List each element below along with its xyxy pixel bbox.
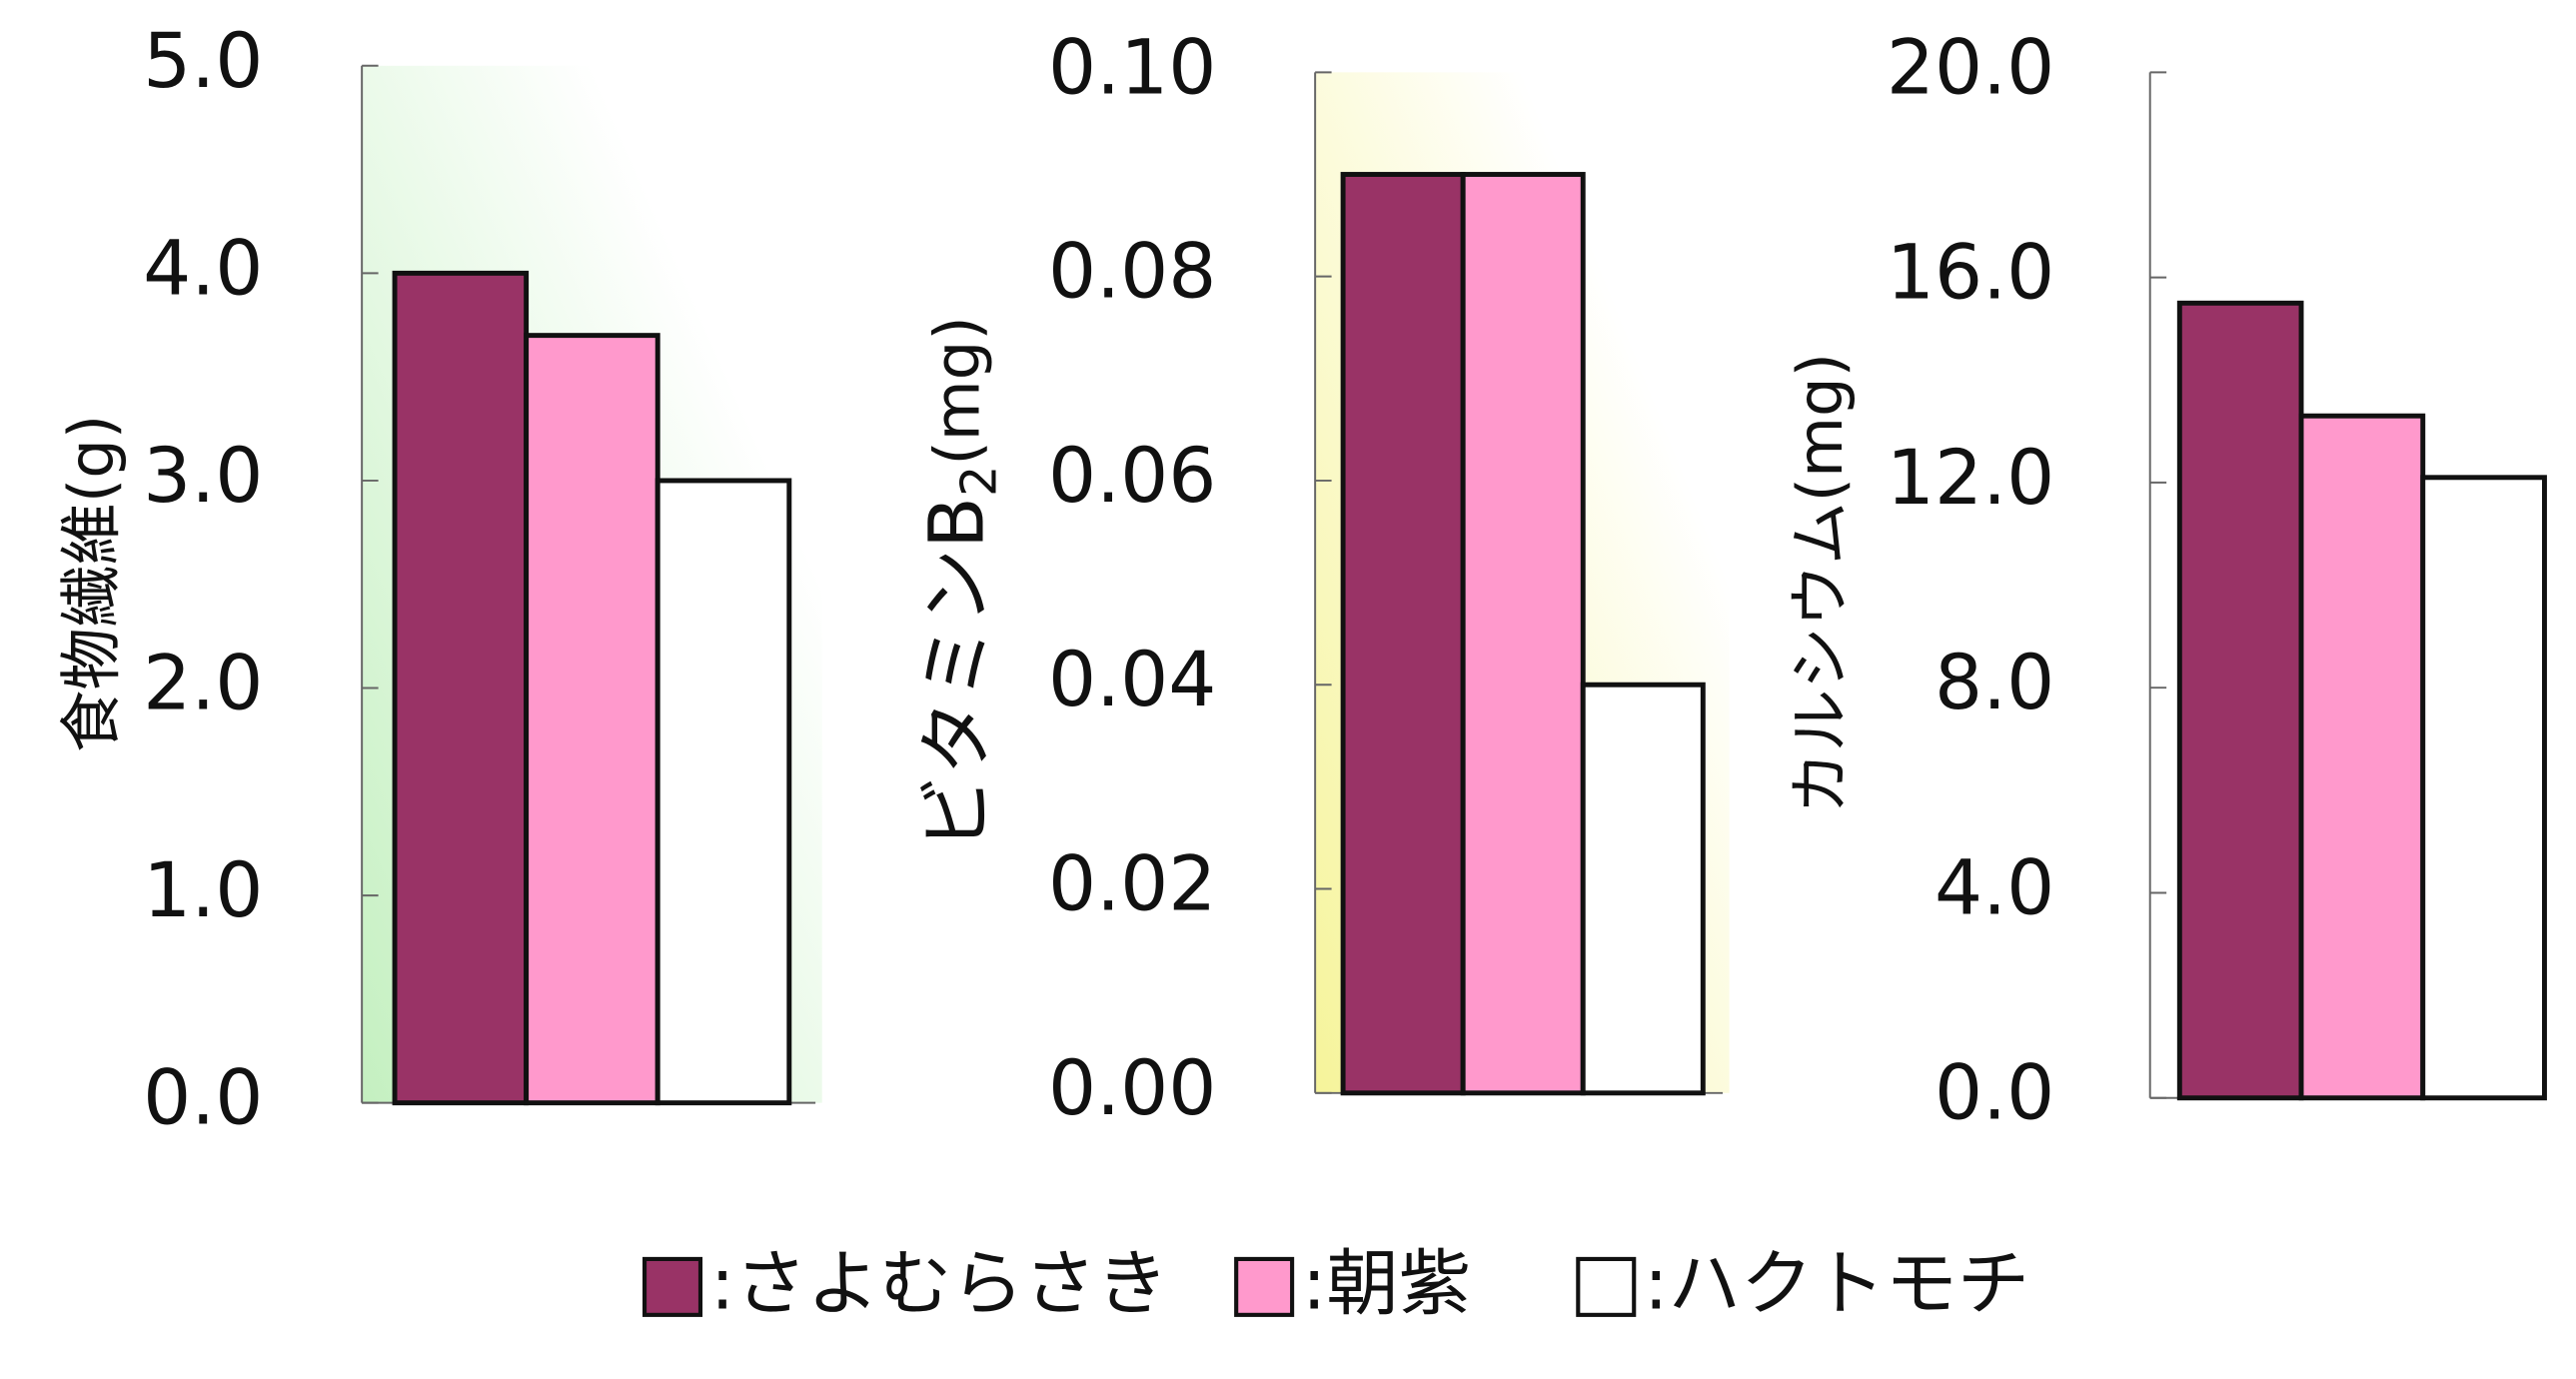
legend-swatch — [642, 1256, 703, 1317]
bar — [2420, 475, 2547, 1101]
y-axis-label: カルシウム(mg) — [1784, 353, 1857, 814]
y-tick-label: 12.0 — [1887, 434, 2054, 522]
legend-label: :ハクトモチ — [1644, 1243, 2029, 1327]
y-axis-label-unit: (mg) — [921, 316, 994, 465]
y-axis-label: 食物繊維(g) — [55, 415, 128, 752]
legend-name: ハクトモチ — [1668, 1243, 2029, 1327]
y-tick-label: 3.0 — [143, 432, 263, 520]
legend-label: :朝紫 — [1302, 1243, 1471, 1327]
y-tick-label: 0.06 — [1048, 432, 1216, 520]
legend-separator: : — [1302, 1243, 1326, 1327]
y-tick-label: 0.04 — [1048, 636, 1216, 723]
y-tick-label: 0.02 — [1048, 840, 1216, 928]
legend-name: 朝紫 — [1326, 1243, 1471, 1327]
bar — [524, 333, 660, 1106]
bar — [654, 478, 792, 1106]
bar — [2176, 300, 2304, 1101]
y-tick-label: 0.00 — [1048, 1044, 1216, 1132]
y-tick-label: 16.0 — [1887, 229, 2054, 317]
y-tick-label: 4.0 — [1934, 843, 2054, 931]
y-tick-label: 2.0 — [143, 640, 263, 727]
y-axis-label: ビタミンB2(mg) — [912, 316, 1006, 850]
bar — [1460, 172, 1586, 1096]
bar — [1340, 172, 1466, 1096]
y-tick-label: 0.0 — [1934, 1049, 2054, 1137]
legend-name: さよむらさき — [734, 1243, 1168, 1327]
legend-separator: : — [710, 1243, 734, 1327]
y-tick-label: 0.0 — [143, 1054, 263, 1142]
bar — [2298, 413, 2426, 1101]
y-axis-label-subscript: 2 — [949, 466, 1007, 497]
y-tick-label: 5.0 — [143, 17, 263, 105]
y-tick-label: 0.08 — [1048, 228, 1216, 316]
legend-swatch — [1576, 1256, 1637, 1317]
y-axis-label-text: ビタミンB — [912, 497, 1000, 851]
y-tick-label: 0.10 — [1048, 23, 1216, 111]
legend-swatch — [1234, 1256, 1295, 1317]
bar — [1580, 682, 1706, 1096]
legend-label: :さよむらさき — [710, 1243, 1169, 1327]
y-tick-label: 4.0 — [143, 224, 263, 312]
y-tick-label: 8.0 — [1934, 639, 2054, 726]
y-tick-label: 20.0 — [1887, 23, 2054, 111]
y-tick-label: 1.0 — [143, 846, 263, 934]
legend-separator: : — [1644, 1243, 1668, 1327]
bar — [392, 270, 530, 1106]
